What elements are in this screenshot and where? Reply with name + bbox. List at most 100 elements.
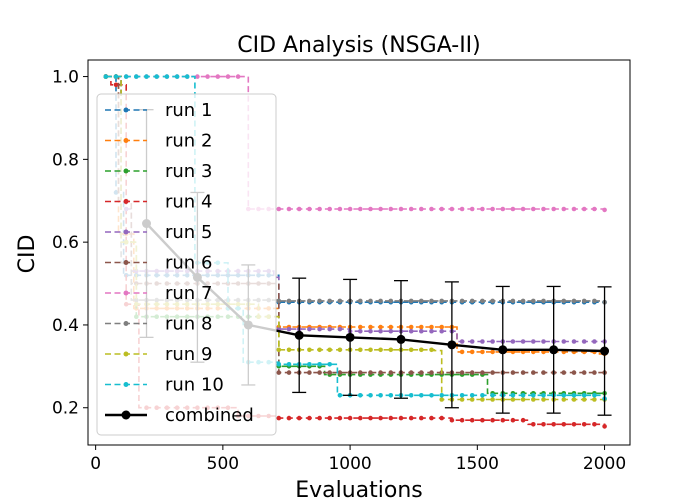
data-point-run-7 bbox=[358, 206, 363, 212]
data-point-run-8 bbox=[439, 298, 445, 304]
data-point-run-6 bbox=[571, 370, 577, 375]
y-axis-label: CID bbox=[15, 235, 40, 274]
x-tick-label: 1000 bbox=[328, 454, 371, 474]
data-point-run-10 bbox=[113, 74, 119, 79]
data-point-run-6 bbox=[408, 370, 414, 375]
data-point-run-7 bbox=[419, 206, 424, 212]
y-tick-label: 0.4 bbox=[52, 316, 79, 336]
data-point-run-6 bbox=[317, 370, 322, 375]
data-point-run-4 bbox=[296, 415, 302, 421]
data-point-run-7 bbox=[215, 74, 221, 79]
y-tick-label: 0.6 bbox=[52, 233, 79, 253]
data-point-run-6 bbox=[520, 370, 526, 375]
data-point-run-9 bbox=[531, 397, 536, 402]
data-point-run-7 bbox=[459, 206, 465, 212]
data-point-combined bbox=[549, 345, 559, 355]
data-point-run-10 bbox=[174, 74, 180, 79]
data-point-run-5 bbox=[368, 328, 373, 334]
data-point-run-9 bbox=[520, 397, 526, 402]
legend-label: run 4 bbox=[165, 192, 212, 213]
data-point-run-7 bbox=[581, 206, 587, 212]
x-tick-label: 0 bbox=[90, 454, 101, 474]
legend-marker bbox=[121, 410, 131, 420]
data-point-run-4 bbox=[317, 415, 322, 421]
x-tick-label: 2000 bbox=[583, 454, 626, 474]
data-point-run-4 bbox=[439, 415, 445, 421]
legend-entry-run-8: run 8 bbox=[105, 314, 212, 335]
data-point-run-6 bbox=[459, 370, 465, 375]
data-point-run-6 bbox=[286, 370, 292, 375]
data-point-run-10 bbox=[459, 393, 465, 398]
data-point-run-4 bbox=[113, 82, 119, 88]
data-point-run-6 bbox=[388, 370, 394, 375]
legend-marker bbox=[123, 138, 129, 143]
data-point-run-4 bbox=[347, 415, 353, 421]
legend-label: run 1 bbox=[165, 100, 212, 121]
data-point-run-9 bbox=[286, 347, 292, 353]
data-point-run-7 bbox=[205, 74, 210, 79]
data-point-run-8 bbox=[490, 298, 495, 304]
data-point-run-10 bbox=[581, 393, 587, 398]
data-point-run-6 bbox=[541, 370, 546, 375]
data-point-run-4 bbox=[500, 417, 506, 423]
data-point-run-10 bbox=[144, 74, 149, 79]
data-point-run-10 bbox=[520, 393, 526, 398]
data-point-run-4 bbox=[510, 417, 516, 423]
data-point-run-10 bbox=[510, 393, 516, 398]
legend-entry-run-10: run 10 bbox=[105, 375, 224, 396]
data-point-combined bbox=[600, 346, 610, 356]
data-point-run-4 bbox=[602, 424, 607, 429]
data-point-run-8 bbox=[480, 298, 485, 304]
data-point-run-4 bbox=[408, 415, 414, 421]
data-point-run-5 bbox=[459, 339, 465, 344]
data-point-run-10 bbox=[571, 393, 577, 398]
data-point-run-5 bbox=[408, 328, 414, 334]
data-point-run-4 bbox=[581, 422, 587, 427]
data-point-run-7 bbox=[439, 206, 445, 212]
data-point-run-9 bbox=[419, 347, 424, 353]
data-point-run-4 bbox=[592, 422, 597, 427]
data-point-run-5 bbox=[581, 339, 587, 344]
data-point-run-5 bbox=[337, 326, 343, 332]
data-point-run-10 bbox=[480, 393, 485, 398]
data-point-run-5 bbox=[469, 339, 475, 344]
data-point-run-4 bbox=[429, 415, 434, 421]
chart-title: CID Analysis (NSGA-II) bbox=[237, 33, 481, 58]
legend-entry-run-2: run 2 bbox=[105, 131, 212, 152]
data-point-run-5 bbox=[571, 339, 577, 344]
legend-label: run 7 bbox=[165, 283, 212, 304]
axes-layer: 0 500 1000 1500 2000 0.2 0.4 0.6 0.8 1.0 bbox=[52, 68, 626, 474]
data-point-run-5 bbox=[388, 328, 394, 334]
data-point-run-4 bbox=[398, 415, 404, 421]
data-point-run-9 bbox=[327, 347, 333, 353]
data-point-run-10 bbox=[368, 393, 373, 398]
data-point-run-10 bbox=[337, 393, 343, 398]
legend-marker bbox=[123, 107, 129, 113]
data-point-run-9 bbox=[378, 347, 383, 353]
data-point-run-6 bbox=[490, 370, 495, 375]
data-point-run-7 bbox=[500, 206, 506, 212]
data-point-run-8 bbox=[429, 298, 434, 304]
data-point-combined bbox=[396, 334, 406, 344]
data-point-run-10 bbox=[154, 74, 159, 79]
data-point-run-5 bbox=[510, 339, 516, 344]
legend-marker bbox=[123, 199, 129, 204]
data-point-run-7 bbox=[296, 206, 302, 212]
data-point-run-4 bbox=[490, 417, 495, 423]
data-point-run-5 bbox=[429, 328, 434, 334]
data-point-run-7 bbox=[541, 206, 546, 212]
data-point-run-10 bbox=[592, 393, 597, 398]
data-point-run-7 bbox=[449, 206, 455, 212]
legend-entry-run-1: run 1 bbox=[105, 100, 212, 121]
data-point-run-9 bbox=[490, 397, 495, 402]
data-point-run-9 bbox=[469, 397, 475, 402]
data-point-run-6 bbox=[561, 370, 567, 375]
data-point-run-4 bbox=[368, 415, 373, 421]
data-point-run-9 bbox=[276, 347, 282, 353]
data-point-run-6 bbox=[510, 370, 516, 375]
data-point-run-8 bbox=[531, 298, 536, 304]
data-point-run-4 bbox=[327, 415, 333, 421]
data-point-run-8 bbox=[337, 298, 343, 304]
legend-label: combined bbox=[165, 405, 254, 426]
data-point-run-10 bbox=[541, 393, 546, 398]
